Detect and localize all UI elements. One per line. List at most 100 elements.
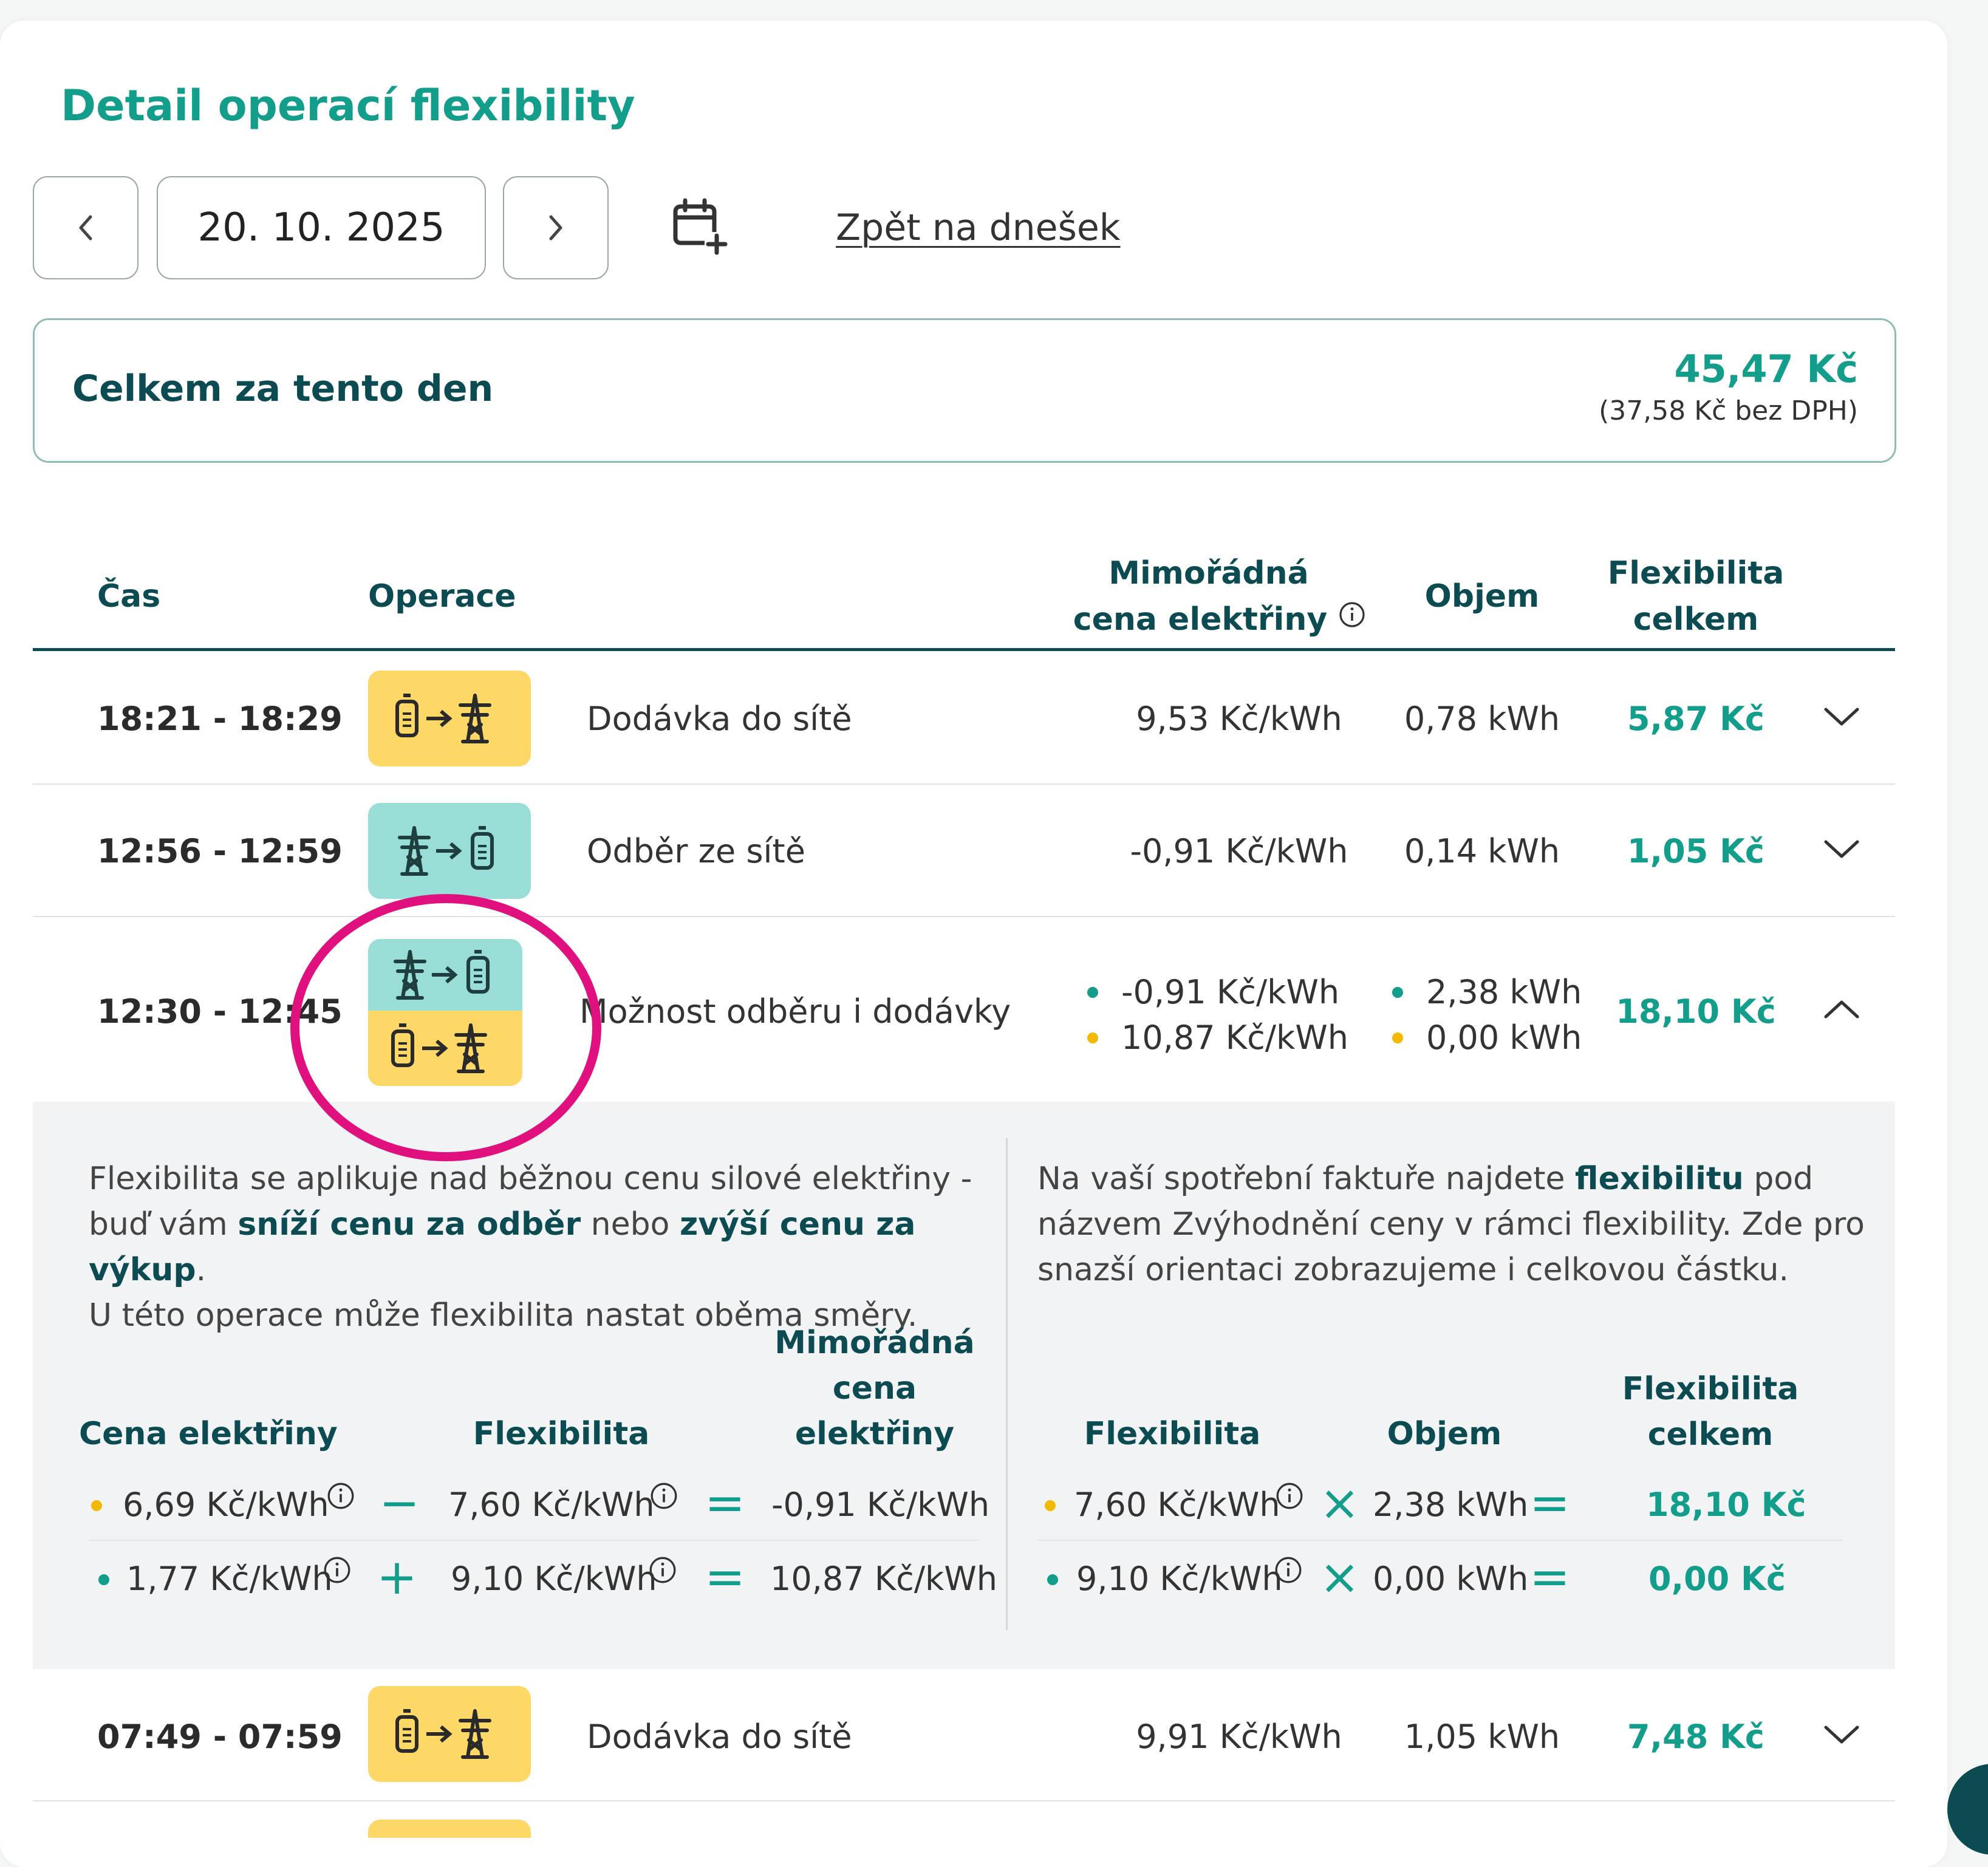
page-title: Detail operací flexibility	[61, 81, 635, 131]
row-divider	[33, 783, 1895, 785]
highlight-circle	[290, 894, 601, 1161]
subheader-extra-price: Mimořádná cena elektřiny	[753, 1320, 996, 1457]
row-price: 9,91 Kč/kWh	[1136, 1718, 1342, 1756]
row-total: 7,48 Kč	[1627, 1718, 1764, 1756]
price-supply: 10,87 Kč/kWh	[1087, 1015, 1348, 1060]
header-price-line2-text: cena elektřiny	[1073, 601, 1328, 638]
table-row[interactable]: 18:21 - 18:29 Dodávka do sítě 9,53 Kč/kW…	[33, 651, 1895, 783]
consumption-from-grid-badge	[368, 803, 531, 899]
chevron-down-icon[interactable]	[1822, 836, 1861, 862]
row-volume: 1,05 kWh	[1404, 1718, 1560, 1756]
detail-divider	[1006, 1138, 1008, 1630]
row-time: 18:21 - 18:29	[97, 700, 343, 738]
row-price: 9,53 Kč/kWh	[1136, 700, 1342, 738]
price-consumption: -0,91 Kč/kWh	[1087, 969, 1348, 1015]
row-volume-pair: 2,38 kWh 0,00 kWh	[1392, 969, 1582, 1060]
day-summary: Celkem za tento den 45,47 Kč (37,58 Kč b…	[33, 318, 1896, 463]
supply-to-grid-badge	[368, 1686, 531, 1782]
calc-price: 1,77 Kč/kWh	[126, 1560, 333, 1598]
chevron-up-icon[interactable]	[1822, 996, 1861, 1023]
header-line: cena	[832, 1370, 917, 1407]
row-time: 07:49 - 07:59	[97, 1718, 343, 1756]
calc-result: -0,91 Kč/kWh	[771, 1486, 990, 1524]
info-icon[interactable]	[649, 1481, 679, 1511]
detail-panel	[33, 1102, 1895, 1669]
plus-operator: +	[377, 1549, 418, 1605]
detail-left-line2: buď vám sníží cenu za odběr nebo zvýší c…	[89, 1202, 988, 1293]
text-part: pod	[1743, 1161, 1814, 1197]
header-line: celkem	[1647, 1416, 1774, 1453]
info-icon[interactable]	[1274, 1481, 1305, 1511]
yellow-dot-icon	[91, 1500, 102, 1511]
back-to-today-link[interactable]: Zpět na dnešek	[836, 206, 1121, 249]
calc-row: 7,60 Kč/kWh × 2,38 kWh = 18,10 Kč	[1037, 1475, 1843, 1541]
calendar-plus-icon	[673, 198, 729, 256]
detail-right-line3: snazší orientaci zobrazujeme i celkovou …	[1037, 1252, 1789, 1288]
table-row[interactable]: 12:56 - 12:59 Odběr ze sítě -0,91 Kč/kWh…	[33, 785, 1895, 916]
chevron-down-icon[interactable]	[1822, 1721, 1861, 1748]
calc-flex: 7,60 Kč/kWh	[448, 1486, 655, 1524]
equals-operator: =	[1529, 1475, 1571, 1531]
calc-flex: 9,10 Kč/kWh	[1076, 1560, 1283, 1598]
info-icon[interactable]	[647, 1555, 678, 1585]
chat-button[interactable]	[1947, 1764, 1988, 1855]
calc-volume: 0,00 kWh	[1373, 1560, 1529, 1598]
row-price-pair: -0,91 Kč/kWh 10,87 Kč/kWh	[1087, 969, 1348, 1060]
subheader-price: Cena elektřiny	[79, 1416, 338, 1452]
info-icon[interactable]	[322, 1555, 352, 1585]
calc-flex: 7,60 Kč/kWh	[1074, 1486, 1280, 1524]
header-total-line1: Flexibilita	[1607, 555, 1785, 592]
calc-result: 10,87 Kč/kWh	[770, 1560, 997, 1598]
header-divider	[33, 648, 1895, 651]
subheader-total: Flexibilita celkem	[1589, 1367, 1832, 1458]
detail-left-text: Flexibilita se aplikuje nad běžnou cenu …	[89, 1156, 988, 1339]
calendar-add-button[interactable]	[668, 196, 731, 261]
calc-total: 0,00 Kč	[1648, 1560, 1786, 1598]
row-price: -0,91 Kč/kWh	[1130, 832, 1348, 870]
calc-divider	[89, 1540, 979, 1541]
row-time: 12:56 - 12:59	[97, 832, 343, 870]
info-icon[interactable]	[1273, 1555, 1303, 1585]
minus-operator: −	[379, 1475, 420, 1531]
date-display[interactable]: 20. 10. 2025	[157, 176, 486, 279]
header-total: Flexibilita celkem	[1574, 550, 1817, 643]
calc-total: 18,10 Kč	[1646, 1486, 1806, 1524]
subheader-flex: Flexibilita	[473, 1416, 650, 1452]
chevron-down-icon[interactable]	[1822, 703, 1861, 730]
detail-left-line3: U této operace může flexibilita nastat o…	[89, 1297, 918, 1334]
info-icon[interactable]	[1337, 600, 1367, 629]
chevron-left-icon	[79, 215, 92, 241]
teal-dot-icon	[1087, 986, 1098, 998]
next-day-button[interactable]	[503, 176, 609, 279]
price-value: 10,87 Kč/kWh	[1121, 1019, 1348, 1057]
volume-consumption: 2,38 kWh	[1392, 969, 1582, 1015]
header-total-line2: celkem	[1633, 601, 1759, 638]
header-price: Mimořádná cena elektřiny	[1057, 550, 1365, 643]
header-line: Flexibilita	[1622, 1371, 1799, 1407]
row-divider	[33, 916, 1895, 917]
row-operation: Odběr ze sítě	[587, 832, 805, 870]
equals-operator: =	[1529, 1549, 1571, 1605]
detail-right-line2: názvem Zvýhodnění ceny v rámci flexibili…	[1037, 1206, 1865, 1243]
equals-operator: =	[705, 1475, 746, 1531]
teal-dot-icon	[1047, 1574, 1058, 1585]
calc-row: 1,77 Kč/kWh + 9,10 Kč/kWh = 10,87 Kč/kWh	[89, 1549, 997, 1616]
header-price-line2: cena elektřiny	[1048, 596, 1365, 643]
multiply-operator: ×	[1319, 1475, 1361, 1531]
volume-value: 0,00 kWh	[1426, 1019, 1582, 1057]
volume-value: 2,38 kWh	[1426, 973, 1582, 1011]
summary-without-vat: (37,58 Kč bez DPH)	[1599, 395, 1858, 426]
previous-day-button[interactable]	[33, 176, 138, 279]
detail-right-line1: Na vaší spotřební faktuře najdete flexib…	[1037, 1156, 1888, 1202]
summary-label: Celkem za tento den	[72, 367, 494, 410]
detail-right-text: Na vaší spotřební faktuře najdete flexib…	[1037, 1156, 1888, 1293]
text-bold: flexibilitu	[1575, 1161, 1744, 1197]
calc-row: 6,69 Kč/kWh − 7,60 Kč/kWh = -0,91 Kč/kWh	[89, 1475, 989, 1541]
table-row[interactable]: 07:49 - 07:59 Dodávka do sítě 9,91 Kč/kW…	[33, 1669, 1895, 1800]
battery-to-grid-icon	[395, 1709, 491, 1759]
calc-divider	[1037, 1540, 1843, 1541]
info-icon[interactable]	[326, 1481, 356, 1511]
header-time: Čas	[97, 578, 161, 615]
row-total: 5,87 Kč	[1627, 700, 1764, 738]
volume-supply: 0,00 kWh	[1392, 1015, 1582, 1060]
